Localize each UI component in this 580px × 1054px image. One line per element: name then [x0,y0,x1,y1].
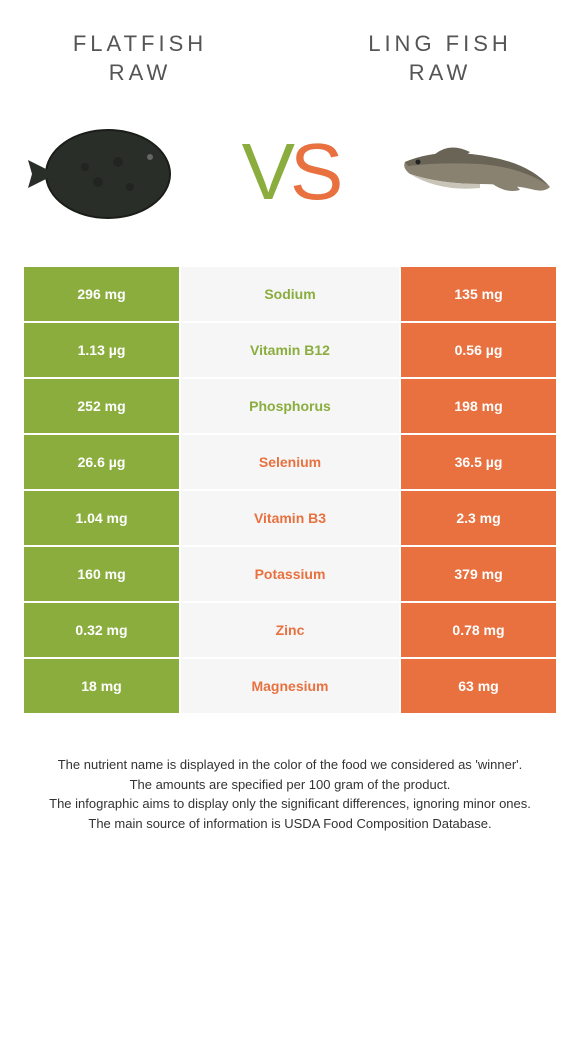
left-value: 252 mg [24,379,179,433]
nutrient-label: Magnesium [181,659,399,713]
nutrient-label: Selenium [181,435,399,489]
table-row: 1.04 mgVitamin B32.3 mg [24,491,556,545]
nutrient-label: Phosphorus [181,379,399,433]
footer: The nutrient name is displayed in the co… [0,715,580,853]
right-value: 36.5 µg [401,435,556,489]
right-title-line2: RAW [340,59,540,88]
table-row: 0.32 mgZinc0.78 mg [24,603,556,657]
table-row: 1.13 µgVitamin B120.56 µg [24,323,556,377]
right-value: 63 mg [401,659,556,713]
table-row: 160 mgPotassium379 mg [24,547,556,601]
nutrient-label: Vitamin B12 [181,323,399,377]
left-value: 1.04 mg [24,491,179,545]
vs-s: S [290,127,338,216]
right-value: 2.3 mg [401,491,556,545]
right-value: 198 mg [401,379,556,433]
right-value: 0.78 mg [401,603,556,657]
nutrient-label: Sodium [181,267,399,321]
footer-line4: The main source of information is USDA F… [20,814,560,834]
left-value: 18 mg [24,659,179,713]
vs-v: V [242,127,290,216]
right-value: 0.56 µg [401,323,556,377]
right-value: 379 mg [401,547,556,601]
nutrient-label: Vitamin B3 [181,491,399,545]
table-row: 26.6 µgSelenium36.5 µg [24,435,556,489]
images-row: VS [0,97,580,267]
right-title-line1: LING FISH [340,30,540,59]
left-value: 0.32 mg [24,603,179,657]
header: FLATFISH RAW LING FISH RAW [0,0,580,97]
lingfish-image [390,107,560,237]
vs-label: VS [242,126,339,218]
left-value: 296 mg [24,267,179,321]
table-row: 252 mgPhosphorus198 mg [24,379,556,433]
table-row: 296 mgSodium135 mg [24,267,556,321]
footer-line2: The amounts are specified per 100 gram o… [20,775,560,795]
nutrient-label: Zinc [181,603,399,657]
left-value: 160 mg [24,547,179,601]
comparison-table: 296 mgSodium135 mg1.13 µgVitamin B120.56… [24,267,556,713]
right-value: 135 mg [401,267,556,321]
left-title-line1: FLATFISH [40,30,240,59]
footer-line3: The infographic aims to display only the… [20,794,560,814]
footer-line1: The nutrient name is displayed in the co… [20,755,560,775]
nutrient-label: Potassium [181,547,399,601]
flatfish-image [20,107,190,237]
left-value: 26.6 µg [24,435,179,489]
left-title-line2: RAW [40,59,240,88]
left-title: FLATFISH RAW [40,30,240,87]
right-title: LING FISH RAW [340,30,540,87]
table-row: 18 mgMagnesium63 mg [24,659,556,713]
left-value: 1.13 µg [24,323,179,377]
